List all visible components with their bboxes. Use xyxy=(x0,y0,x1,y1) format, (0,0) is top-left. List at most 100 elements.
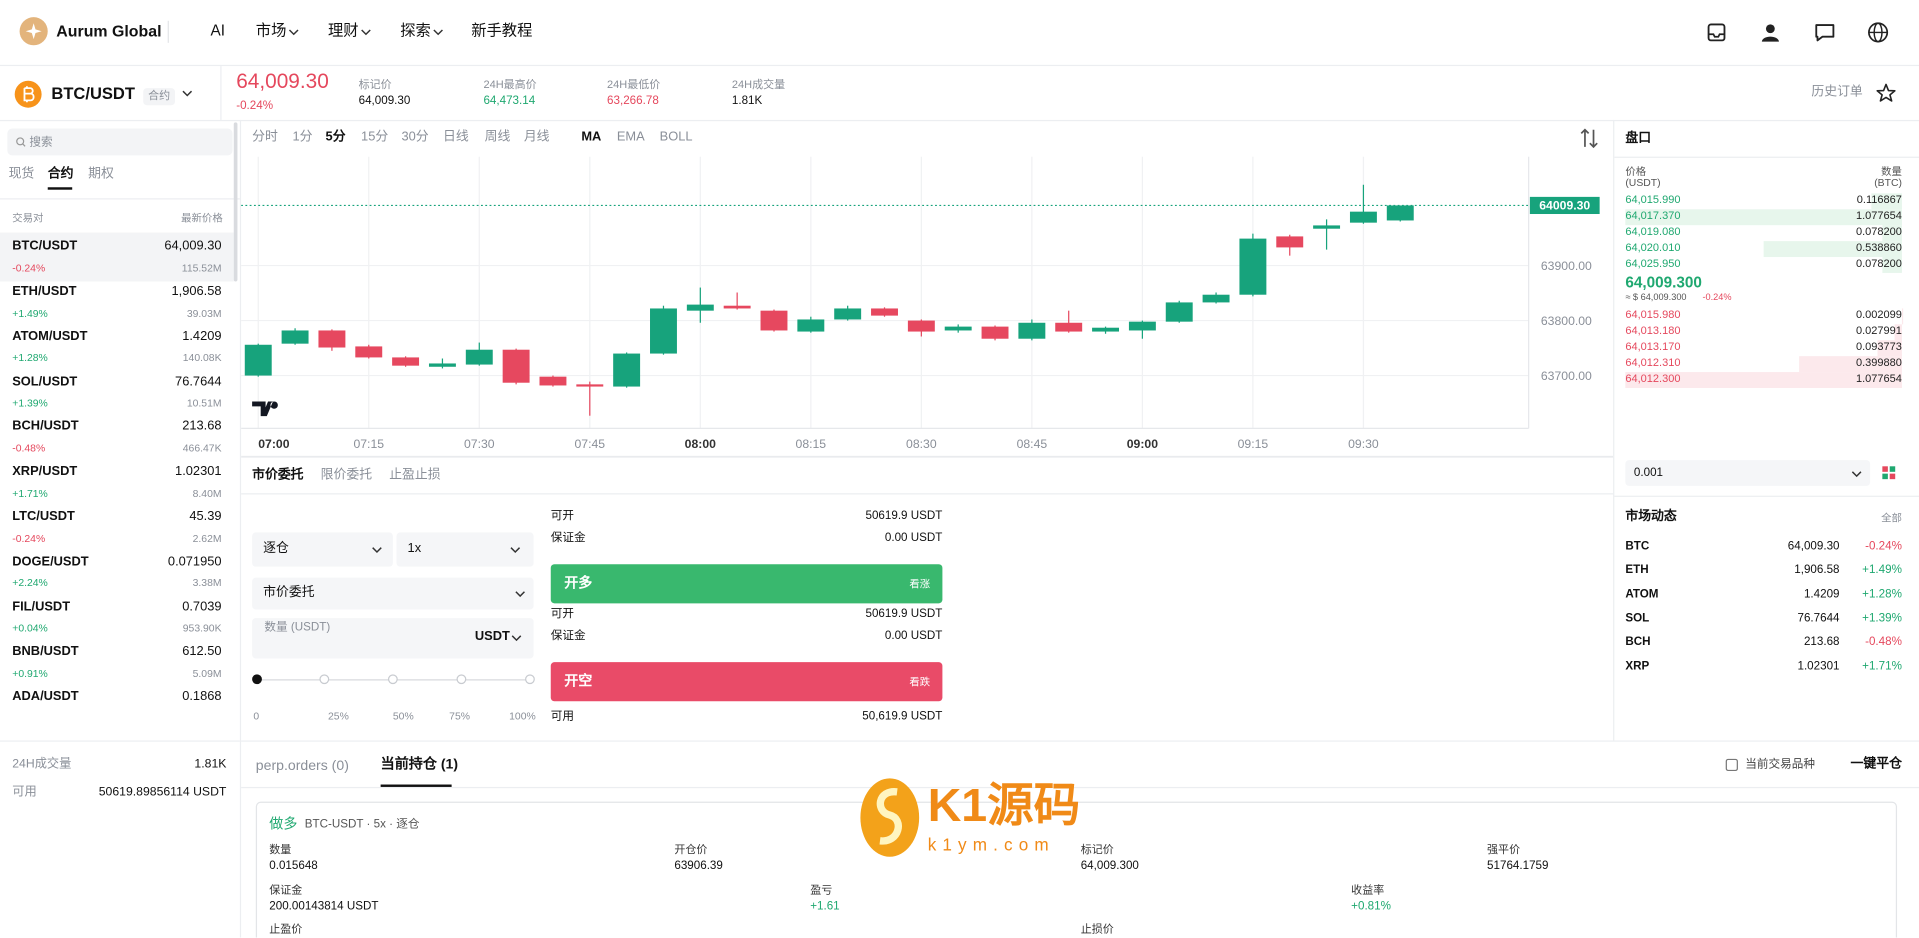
positions-tab[interactable]: 当前持仓 (1) xyxy=(380,757,459,772)
order-tab[interactable]: 止盈止损 xyxy=(389,467,441,483)
interval[interactable]: 5分 xyxy=(325,130,346,145)
slider-dot[interactable] xyxy=(456,674,467,685)
pair[interactable]: BNB/USDT xyxy=(12,644,79,659)
position-side: 做多 xyxy=(269,817,298,832)
chevron-part xyxy=(288,29,299,36)
candle-body xyxy=(981,326,1009,339)
pair-change: +0.04% xyxy=(12,622,48,635)
slider-dot[interactable] xyxy=(525,674,535,685)
interval[interactable]: 30分 xyxy=(401,130,429,145)
x-tick-label: 09:15 xyxy=(1238,437,1269,451)
amount-placeholder: 数量 (USDT) xyxy=(264,620,331,634)
chevron-part xyxy=(372,547,382,554)
inbox-icon[interactable] xyxy=(1707,23,1726,42)
leverage-select[interactable] xyxy=(396,532,534,567)
favorite-star[interactable] xyxy=(1876,83,1896,102)
brand-logo[interactable] xyxy=(19,17,48,46)
pair[interactable]: LTC/USDT xyxy=(12,509,75,524)
slider-dot[interactable] xyxy=(319,674,330,685)
feed-change: -0.24% xyxy=(1865,539,1902,553)
book-price[interactable]: 64,012.300 xyxy=(1625,372,1681,385)
stat-value: 64,473.14 xyxy=(483,93,536,108)
slider-dot[interactable] xyxy=(387,674,398,685)
long-button[interactable] xyxy=(550,564,943,604)
close-all[interactable]: 一键平仓 xyxy=(1850,756,1902,772)
indicator[interactable]: EMA xyxy=(616,130,645,145)
history-orders[interactable]: 历史订单 xyxy=(1811,84,1863,100)
pair[interactable]: XRP/USDT xyxy=(12,464,78,479)
indicator[interactable]: MA xyxy=(581,130,602,145)
feed-price: 1,906.58 xyxy=(1794,563,1840,577)
book-mid-price: 64,009.300 xyxy=(1625,274,1702,292)
amount-input[interactable] xyxy=(252,618,534,659)
nav-item[interactable]: 新手教程 xyxy=(471,22,533,40)
pair[interactable]: ADA/USDT xyxy=(12,689,79,705)
interval[interactable]: 15分 xyxy=(361,130,389,145)
book-price[interactable]: 64,013.170 xyxy=(1625,340,1681,353)
interval[interactable]: 月线 xyxy=(523,130,550,145)
book-price[interactable]: 64,015.990 xyxy=(1625,193,1681,206)
depth-bar xyxy=(1763,241,1902,257)
book-price[interactable]: 64,013.180 xyxy=(1625,324,1681,337)
candle-body xyxy=(650,308,677,354)
chat-icon[interactable] xyxy=(1815,23,1835,42)
book-price[interactable]: 64,012.310 xyxy=(1625,356,1681,369)
book-layout-part xyxy=(1889,466,1896,472)
pair[interactable]: DOGE/USDT xyxy=(12,554,89,569)
form-label: 可用 xyxy=(550,709,575,724)
nav-item[interactable]: AI xyxy=(210,22,225,40)
brand-name[interactable]: Aurum Global xyxy=(56,21,162,41)
pair[interactable]: BTC/USDT xyxy=(12,238,78,254)
book-price[interactable]: 64,020.010 xyxy=(1625,241,1681,254)
chart-settings[interactable] xyxy=(1580,128,1598,149)
book-price[interactable]: 64,019.080 xyxy=(1625,225,1681,238)
pair-change: -0.24% xyxy=(12,261,46,274)
interval[interactable]: 日线 xyxy=(443,130,469,145)
book-qty: 1.077654 xyxy=(1855,372,1902,385)
interval[interactable]: 1分 xyxy=(292,130,313,145)
user-icon[interactable] xyxy=(1761,23,1779,42)
x-tick-label: 09:30 xyxy=(1348,437,1379,451)
interval[interactable]: 周线 xyxy=(484,130,511,145)
pair[interactable]: FIL/USDT xyxy=(12,599,71,614)
pair-change: +0.91% xyxy=(12,667,48,680)
book-layout-part xyxy=(1882,466,1888,472)
favorite-star-part xyxy=(1876,83,1896,102)
positions-tab[interactable]: perp.orders (0) xyxy=(255,758,349,774)
book-title-border xyxy=(1614,156,1919,158)
order-tab[interactable]: 市价委托 xyxy=(252,467,304,483)
book-title: 盘口 xyxy=(1625,131,1652,146)
nav-item[interactable]: 市场 xyxy=(255,22,287,40)
language-icon[interactable] xyxy=(1868,22,1889,43)
book-layout[interactable] xyxy=(1882,466,1896,480)
filter-checkbox[interactable] xyxy=(1725,758,1738,772)
candle-body xyxy=(723,305,751,309)
order-type-select[interactable] xyxy=(252,577,534,610)
field-label: 止盈价 xyxy=(269,922,303,936)
pair[interactable]: ATOM/USDT xyxy=(12,328,88,344)
margin-mode-select[interactable] xyxy=(252,532,393,567)
market-tab[interactable]: 现货 xyxy=(8,166,35,182)
indicator[interactable]: BOLL xyxy=(659,130,693,145)
search-box[interactable] xyxy=(7,128,233,156)
nav-item[interactable]: 探索 xyxy=(400,22,431,40)
pair[interactable]: ETH/USDT xyxy=(12,283,77,299)
pair[interactable]: SOL/USDT xyxy=(12,374,78,389)
slider-dot[interactable] xyxy=(252,674,262,685)
pair[interactable]: BCH/USDT xyxy=(12,419,79,434)
pair-volume: 8.40M xyxy=(192,486,222,500)
pair-volume: 953.90K xyxy=(182,622,222,635)
feed-more[interactable]: 全部 xyxy=(1881,511,1902,525)
book-price[interactable]: 64,017.370 xyxy=(1625,209,1681,222)
short-button[interactable] xyxy=(550,662,943,702)
interval[interactable]: 分时 xyxy=(252,130,278,145)
order-tab[interactable]: 限价委托 xyxy=(320,467,373,483)
book-price[interactable]: 64,015.980 xyxy=(1625,308,1681,321)
stat-label: 24H最高价 xyxy=(483,78,537,91)
market-tab[interactable]: 期权 xyxy=(88,166,114,182)
nav-item[interactable]: 理财 xyxy=(328,22,359,40)
precision-select[interactable] xyxy=(1625,460,1871,486)
market-tab[interactable]: 合约 xyxy=(47,166,74,182)
pair-volume: 466.47K xyxy=(182,441,222,455)
book-price[interactable]: 64,025.950 xyxy=(1625,257,1681,270)
